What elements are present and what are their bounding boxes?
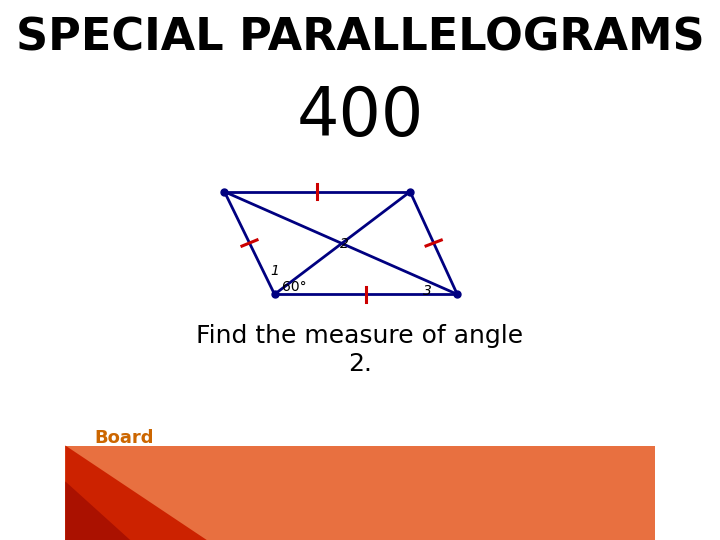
Text: 60°: 60° xyxy=(282,280,306,294)
Text: 400: 400 xyxy=(297,84,423,150)
Text: 1: 1 xyxy=(270,264,279,278)
Text: SPECIAL PARALLELOGRAMS: SPECIAL PARALLELOGRAMS xyxy=(16,16,704,59)
Polygon shape xyxy=(66,482,130,540)
Polygon shape xyxy=(66,446,207,540)
Text: 2: 2 xyxy=(340,237,348,251)
Text: 3: 3 xyxy=(423,284,432,298)
Text: Board: Board xyxy=(95,429,154,447)
Text: Find the measure of angle
2.: Find the measure of angle 2. xyxy=(197,324,523,376)
FancyBboxPatch shape xyxy=(66,446,654,540)
